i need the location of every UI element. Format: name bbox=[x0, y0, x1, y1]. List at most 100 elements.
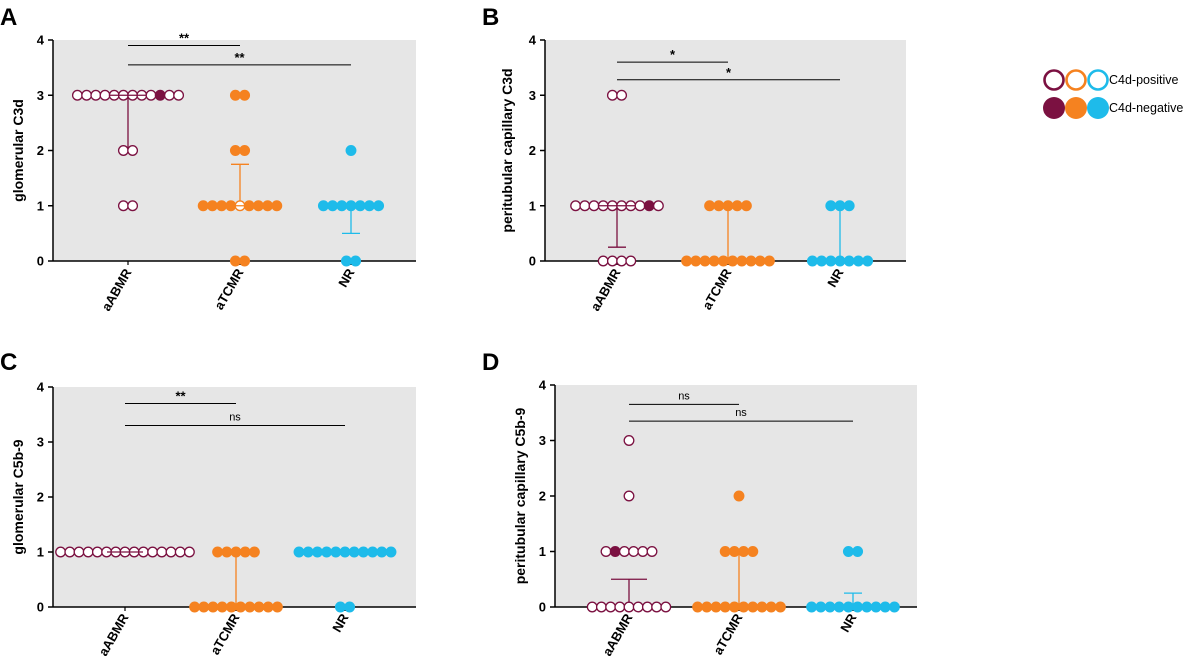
data-point-open bbox=[588, 200, 600, 212]
data-point-filled bbox=[212, 546, 224, 558]
panel-letter: D bbox=[482, 349, 499, 376]
category-label: aABMR bbox=[587, 265, 623, 313]
data-point-open bbox=[117, 200, 129, 212]
data-point-filled bbox=[733, 490, 745, 502]
category-label: aTCMR bbox=[207, 610, 243, 657]
data-point-open bbox=[623, 490, 635, 502]
data-point-open bbox=[163, 89, 175, 101]
data-point-filled bbox=[344, 601, 356, 613]
data-point-filled bbox=[806, 255, 818, 267]
data-point-filled bbox=[745, 255, 757, 267]
data-point-open bbox=[586, 601, 598, 613]
y-tick-label: 1 bbox=[37, 198, 44, 213]
data-point-open bbox=[579, 200, 591, 212]
data-point-filled bbox=[271, 200, 283, 212]
data-point-filled bbox=[239, 546, 251, 558]
data-point-open bbox=[165, 546, 177, 558]
data-point-open bbox=[99, 89, 111, 101]
data-point-filled bbox=[740, 200, 752, 212]
significance-label: ns bbox=[678, 390, 690, 402]
data-point-open bbox=[90, 89, 102, 101]
y-tick-label: 1 bbox=[529, 198, 536, 213]
data-point-open bbox=[625, 255, 637, 267]
data-point-open bbox=[606, 89, 618, 101]
data-point-filled bbox=[862, 255, 874, 267]
data-point-filled bbox=[197, 200, 209, 212]
data-point-open bbox=[618, 546, 630, 557]
panel-letter: C bbox=[0, 349, 17, 376]
y-tick-label: 3 bbox=[539, 433, 546, 448]
data-point-filled bbox=[345, 145, 357, 156]
data-point-filled bbox=[852, 546, 864, 557]
data-point-filled bbox=[302, 546, 314, 558]
legend: C4d-positive C4d-negative bbox=[1043, 69, 1183, 119]
y-tick-label: 2 bbox=[529, 143, 536, 158]
data-point-filled bbox=[206, 200, 218, 212]
data-point-filled bbox=[334, 601, 346, 613]
data-point-open bbox=[641, 601, 653, 613]
data-point-filled bbox=[774, 601, 786, 613]
data-point-open bbox=[646, 546, 658, 557]
data-point-open bbox=[651, 601, 663, 613]
y-tick-label: 0 bbox=[37, 254, 44, 269]
y-axis-label: peritubular capillary C3d bbox=[499, 68, 515, 232]
y-tick-label: 0 bbox=[529, 254, 536, 269]
data-point-filled bbox=[262, 601, 274, 613]
y-axis-label: peritubular capillary C5b-9 bbox=[512, 407, 528, 584]
data-point-filled bbox=[262, 200, 274, 212]
data-point-filled bbox=[367, 546, 379, 558]
category-label: aTCMR bbox=[211, 265, 247, 312]
y-tick-label: 2 bbox=[37, 490, 44, 505]
plot-area bbox=[545, 40, 906, 261]
category-label: aABMR bbox=[599, 610, 635, 658]
data-point-filled bbox=[843, 200, 855, 212]
data-point-filled bbox=[271, 601, 283, 613]
data-point-filled bbox=[713, 200, 725, 212]
data-point-open bbox=[605, 601, 617, 613]
data-point-filled bbox=[207, 601, 219, 613]
y-tick-label: 4 bbox=[539, 378, 547, 393]
data-point-filled bbox=[731, 200, 743, 212]
data-point-filled bbox=[719, 546, 731, 557]
data-point-filled bbox=[825, 200, 837, 212]
category-label: aTCMR bbox=[710, 610, 746, 657]
category-label: NR bbox=[329, 610, 352, 634]
significance-label: ** bbox=[179, 31, 190, 46]
data-point-filled bbox=[253, 601, 265, 613]
panel-letter: B bbox=[482, 4, 499, 31]
data-point-open bbox=[634, 200, 646, 212]
data-point-open bbox=[628, 546, 640, 557]
data-point-open bbox=[55, 546, 67, 558]
plot-area bbox=[53, 387, 416, 607]
data-point-filled bbox=[248, 546, 260, 558]
data-point-open bbox=[606, 255, 618, 267]
data-point-filled bbox=[824, 601, 836, 613]
data-point-filled bbox=[756, 601, 768, 613]
data-point-filled bbox=[609, 546, 621, 557]
data-point-open bbox=[71, 89, 83, 101]
data-point-open bbox=[600, 546, 612, 557]
data-point-open bbox=[91, 546, 103, 558]
category-label: NR bbox=[837, 610, 860, 634]
significance-label: ** bbox=[175, 389, 186, 404]
data-point-filled bbox=[870, 601, 882, 613]
data-point-filled bbox=[815, 601, 827, 613]
legend-filled-swatch bbox=[1087, 97, 1109, 119]
data-point-filled bbox=[738, 546, 750, 557]
data-point-filled bbox=[806, 601, 818, 613]
data-point-filled bbox=[681, 255, 693, 267]
data-point-filled bbox=[229, 145, 241, 156]
significance-label: * bbox=[670, 47, 676, 62]
data-point-open bbox=[614, 601, 626, 613]
data-point-filled bbox=[239, 255, 251, 267]
data-point-filled bbox=[692, 601, 704, 613]
data-point-filled bbox=[373, 200, 385, 212]
legend-open-swatch bbox=[1087, 69, 1109, 91]
category-label: aABMR bbox=[98, 265, 134, 313]
data-point-open bbox=[145, 89, 157, 101]
data-point-open bbox=[174, 546, 186, 558]
data-point-open bbox=[595, 601, 607, 613]
data-point-filled bbox=[350, 255, 362, 267]
